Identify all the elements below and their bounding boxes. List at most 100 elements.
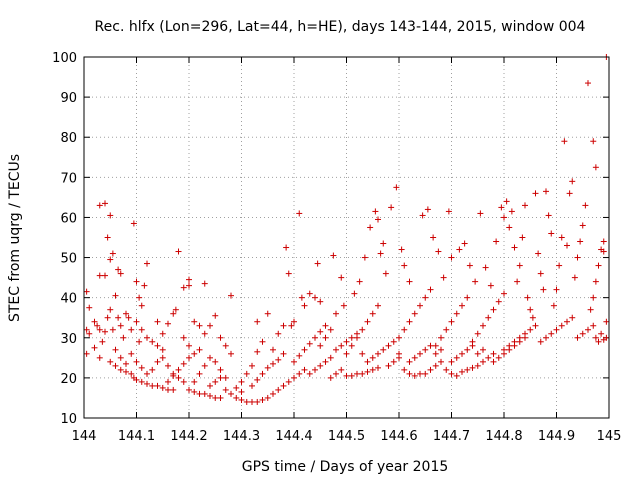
- data-point: [574, 254, 581, 261]
- data-point: [175, 374, 182, 381]
- data-point: [327, 326, 334, 333]
- data-point: [474, 362, 481, 369]
- data-point: [112, 292, 119, 299]
- data-point: [296, 370, 303, 377]
- data-point: [527, 326, 534, 333]
- data-point: [107, 306, 114, 313]
- x-tick-label: 144.6: [380, 429, 417, 444]
- data-point: [120, 334, 127, 341]
- data-point: [388, 204, 395, 211]
- data-point: [338, 342, 345, 349]
- data-point: [306, 290, 313, 297]
- data-point: [364, 358, 371, 365]
- data-point: [270, 360, 276, 367]
- point-layer: [83, 54, 610, 405]
- data-point: [511, 342, 518, 349]
- data-point: [217, 366, 224, 373]
- data-point: [537, 338, 544, 345]
- data-point: [138, 302, 145, 309]
- data-point: [170, 386, 177, 393]
- data-point: [508, 208, 515, 215]
- data-point: [228, 350, 234, 357]
- data-point: [519, 234, 526, 241]
- data-point: [448, 370, 455, 377]
- data-point: [466, 262, 473, 269]
- data-point: [603, 334, 610, 341]
- data-point: [359, 370, 366, 377]
- data-point: [104, 234, 111, 241]
- data-point: [550, 302, 557, 309]
- data-point: [222, 386, 229, 393]
- data-point: [343, 350, 350, 357]
- data-point: [600, 238, 607, 245]
- data-point: [254, 398, 261, 405]
- data-point: [196, 346, 203, 353]
- data-point: [280, 350, 287, 357]
- data-point: [275, 356, 282, 363]
- data-point: [417, 350, 423, 357]
- data-point: [535, 250, 542, 257]
- data-point: [207, 322, 213, 329]
- data-point: [367, 224, 374, 231]
- x-tick-label: 144.3: [223, 429, 260, 444]
- data-point: [380, 240, 387, 247]
- y-tick-label: 10: [60, 412, 77, 427]
- chart-title: Rec. hlfx (Lon=296, Lat=44, h=HE), days …: [95, 19, 586, 35]
- data-point: [382, 270, 389, 277]
- data-point: [553, 286, 560, 293]
- data-point: [275, 330, 282, 337]
- data-point: [149, 366, 156, 373]
- data-point: [222, 342, 229, 349]
- data-point: [186, 282, 192, 289]
- data-point: [136, 338, 143, 345]
- data-point: [369, 310, 376, 317]
- data-point: [301, 346, 308, 353]
- data-point: [453, 372, 460, 379]
- data-point: [503, 198, 510, 205]
- data-point: [585, 80, 591, 87]
- data-point: [348, 342, 355, 349]
- data-point: [270, 346, 276, 353]
- data-point: [438, 358, 444, 365]
- data-point: [249, 398, 255, 405]
- data-point: [516, 262, 523, 269]
- data-point: [301, 302, 308, 309]
- data-point: [180, 378, 187, 385]
- data-point: [191, 350, 198, 357]
- data-point: [375, 350, 381, 357]
- data-point: [312, 366, 318, 373]
- data-point: [94, 322, 101, 329]
- data-point: [390, 358, 397, 365]
- x-tick-label: 144.5: [328, 429, 365, 444]
- data-point: [125, 314, 132, 321]
- data-point: [432, 362, 439, 369]
- data-point: [180, 284, 187, 291]
- data-point: [569, 314, 576, 321]
- x-tick-label: 144.4: [275, 429, 312, 444]
- data-point: [537, 270, 544, 277]
- data-point: [333, 346, 339, 353]
- data-point: [170, 372, 177, 379]
- data-point: [306, 340, 313, 347]
- data-point: [514, 278, 521, 285]
- data-point: [592, 164, 599, 171]
- data-point: [317, 342, 324, 349]
- data-point: [422, 370, 429, 377]
- data-point: [401, 366, 408, 373]
- data-point: [419, 212, 426, 219]
- data-point: [207, 382, 213, 389]
- data-point: [453, 354, 460, 361]
- data-point: [569, 178, 576, 185]
- data-point: [217, 334, 224, 341]
- y-tick-label: 80: [60, 131, 77, 146]
- data-point: [233, 384, 240, 391]
- data-point: [427, 286, 434, 293]
- data-point: [474, 330, 481, 337]
- data-point: [390, 338, 397, 345]
- data-point: [259, 370, 266, 377]
- data-point: [506, 224, 513, 231]
- data-point: [417, 302, 423, 309]
- data-point: [96, 202, 103, 209]
- data-point: [149, 338, 156, 345]
- data-point: [401, 262, 408, 269]
